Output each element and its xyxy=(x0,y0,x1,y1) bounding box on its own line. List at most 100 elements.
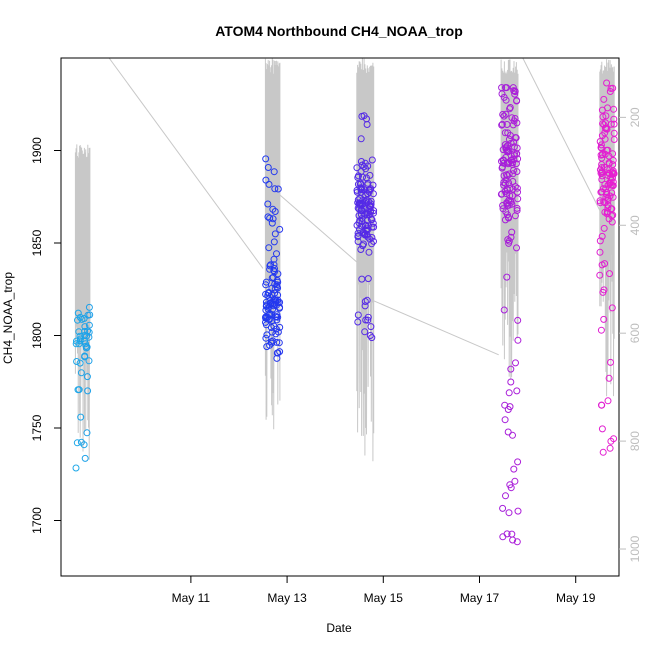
data-point xyxy=(514,155,522,163)
data-point xyxy=(503,84,511,92)
data-point xyxy=(359,173,366,181)
x-axis-label: Date xyxy=(326,621,352,635)
data-point xyxy=(596,248,604,256)
data-point xyxy=(502,492,509,500)
data-point xyxy=(513,97,521,105)
y2-tick-label: 1000 xyxy=(628,535,642,562)
y-tick-label: 1850 xyxy=(30,229,44,256)
data-point xyxy=(603,191,611,198)
data-point xyxy=(500,306,508,314)
data-point xyxy=(77,438,85,446)
data-point xyxy=(598,401,606,409)
data-point xyxy=(365,198,373,206)
data-point xyxy=(509,185,517,193)
data-point xyxy=(356,199,364,207)
data-point xyxy=(76,332,84,340)
data-point xyxy=(514,507,522,515)
data-point xyxy=(609,193,617,201)
data-point xyxy=(270,322,278,330)
data-point xyxy=(599,185,607,193)
data-point xyxy=(272,313,280,321)
data-point xyxy=(265,244,273,252)
data-point xyxy=(498,157,505,165)
y-tick-label: 1900 xyxy=(30,137,44,164)
data-point xyxy=(85,357,93,365)
data-point xyxy=(610,435,618,443)
data-point xyxy=(274,185,282,193)
pressure-profile xyxy=(500,59,519,380)
data-point xyxy=(604,397,612,405)
data-point xyxy=(514,195,522,203)
data-point xyxy=(358,275,366,283)
data-point xyxy=(271,285,279,293)
data-point xyxy=(598,232,606,240)
data-point xyxy=(264,164,272,171)
x-tick-label: May 13 xyxy=(267,591,307,605)
data-point xyxy=(608,304,616,312)
y-tick-label: 1700 xyxy=(30,507,44,534)
data-point xyxy=(504,172,512,180)
data-point xyxy=(509,431,516,439)
pressure-profile xyxy=(599,59,615,397)
data-point xyxy=(356,180,364,188)
data-point xyxy=(262,155,270,163)
data-point xyxy=(598,172,606,180)
data-point xyxy=(270,168,278,176)
data-point xyxy=(270,238,278,246)
data-point xyxy=(502,110,510,118)
data-point xyxy=(370,207,378,215)
data-point xyxy=(598,261,606,269)
data-point xyxy=(369,190,377,198)
data-point xyxy=(362,316,370,324)
data-point xyxy=(365,248,373,256)
data-point xyxy=(354,174,362,181)
data-point xyxy=(273,349,281,357)
data-point xyxy=(600,95,608,103)
pressure-profile-lines xyxy=(74,57,615,462)
y-tick-label: 1800 xyxy=(30,322,44,349)
data-point xyxy=(370,223,378,231)
data-point xyxy=(361,328,369,336)
data-point xyxy=(75,328,83,336)
data-point xyxy=(263,331,271,339)
data-point xyxy=(505,170,513,178)
data-point xyxy=(507,233,515,241)
data-point xyxy=(502,146,510,154)
data-point xyxy=(602,125,610,133)
data-point xyxy=(75,386,83,394)
data-point xyxy=(271,208,279,215)
data-point xyxy=(266,214,274,222)
data-point xyxy=(500,112,508,120)
data-point xyxy=(507,378,515,386)
data-point xyxy=(271,185,279,193)
data-point xyxy=(366,332,374,339)
data-point xyxy=(498,190,506,198)
data-point xyxy=(367,215,375,223)
data-point xyxy=(507,198,515,206)
data-point xyxy=(269,337,277,345)
data-points xyxy=(72,79,618,546)
data-point xyxy=(81,332,89,339)
secondary-y-axis: 200 400 600 800 1000 xyxy=(619,107,642,562)
data-point xyxy=(509,121,517,129)
data-point xyxy=(357,158,365,165)
data-point xyxy=(606,88,614,95)
data-point xyxy=(606,192,614,200)
data-point xyxy=(608,170,616,178)
data-point xyxy=(607,358,614,366)
data-point xyxy=(600,224,608,232)
data-point xyxy=(86,311,94,319)
data-point xyxy=(511,150,518,158)
data-point xyxy=(273,338,281,346)
data-point xyxy=(73,439,81,447)
data-point xyxy=(606,270,613,278)
data-point xyxy=(508,228,516,236)
data-point xyxy=(504,148,512,156)
data-point xyxy=(82,344,90,352)
data-point xyxy=(262,176,270,184)
data-point xyxy=(74,316,81,324)
data-point xyxy=(513,387,521,395)
data-point xyxy=(85,333,93,341)
